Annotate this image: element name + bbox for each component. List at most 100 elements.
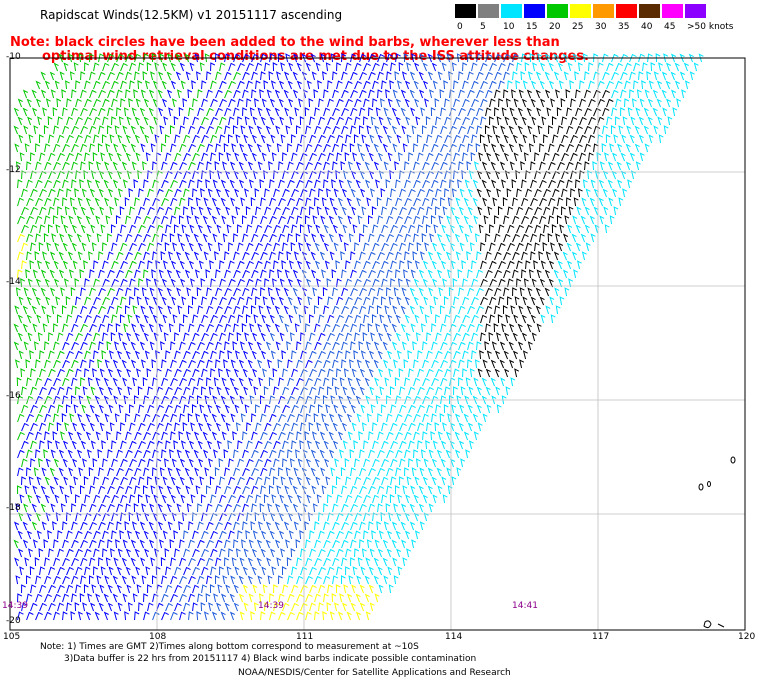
wind-barb bbox=[58, 467, 64, 477]
wind-barb bbox=[451, 62, 457, 72]
wind-barb bbox=[291, 152, 298, 162]
wind-barb bbox=[314, 539, 321, 549]
wind-barb bbox=[314, 575, 322, 585]
wind-barb bbox=[403, 53, 409, 63]
wind-barb bbox=[309, 314, 314, 324]
wind-barb bbox=[378, 116, 384, 126]
wind-barb bbox=[175, 269, 181, 279]
wind-barb bbox=[81, 188, 87, 198]
time-label-3: 14:41 bbox=[512, 601, 538, 611]
wind-barb bbox=[633, 62, 640, 72]
wind-barb bbox=[490, 359, 496, 369]
wind-barb bbox=[64, 206, 70, 216]
lon-label-105: 105 bbox=[3, 632, 21, 642]
wind-barb bbox=[21, 404, 29, 414]
wind-barb bbox=[439, 89, 445, 99]
wind-barb bbox=[194, 215, 200, 225]
wind-barb bbox=[74, 602, 80, 612]
wind-barb bbox=[323, 224, 329, 234]
wind-barb bbox=[445, 251, 451, 261]
wind-barb bbox=[287, 161, 294, 171]
wind-barb bbox=[494, 305, 501, 315]
wind-barb bbox=[21, 584, 26, 594]
wind-barb bbox=[355, 179, 361, 189]
wind-barb bbox=[404, 449, 411, 459]
wind-barb bbox=[44, 143, 51, 153]
wind-barb bbox=[647, 53, 653, 63]
wind-barb bbox=[400, 521, 406, 531]
wind-barb bbox=[197, 395, 202, 404]
wind-barb bbox=[39, 350, 45, 360]
wind-barb bbox=[79, 593, 85, 603]
wind-barb bbox=[431, 458, 437, 468]
wind-barb bbox=[201, 512, 208, 522]
wind-barb bbox=[511, 89, 516, 99]
wind-barb bbox=[642, 62, 648, 72]
wind-barb bbox=[545, 305, 551, 315]
wind-barb bbox=[406, 548, 412, 558]
wind-barb bbox=[128, 98, 133, 108]
wind-barb bbox=[179, 458, 185, 468]
wind-barb bbox=[253, 314, 259, 324]
wind-barb bbox=[305, 143, 313, 153]
wind-barb bbox=[35, 413, 43, 423]
wind-barb bbox=[78, 395, 84, 405]
wind-barb bbox=[221, 377, 227, 387]
wind-barb bbox=[505, 386, 511, 396]
wind-barb bbox=[555, 233, 561, 243]
wind-barb bbox=[53, 413, 59, 423]
wind-barb bbox=[215, 602, 222, 612]
wind-barb bbox=[243, 134, 249, 144]
wind-barb bbox=[377, 485, 385, 495]
wind-barb bbox=[297, 512, 303, 522]
wind-barb bbox=[197, 89, 203, 99]
wind-barb bbox=[345, 494, 353, 504]
wind-barb bbox=[566, 197, 571, 207]
wind-barb bbox=[229, 179, 235, 189]
legend-swatch bbox=[616, 4, 637, 18]
wind-barb bbox=[368, 89, 375, 99]
wind-barb bbox=[210, 548, 218, 558]
wind-barb bbox=[652, 89, 658, 99]
wind-barb bbox=[210, 314, 218, 324]
wind-barb bbox=[348, 575, 354, 585]
wind-barb bbox=[521, 179, 527, 189]
wind-barb bbox=[289, 458, 295, 468]
wind-barb bbox=[332, 557, 340, 567]
wind-barb bbox=[179, 323, 185, 333]
wind-barb bbox=[336, 296, 344, 306]
wind-barb bbox=[404, 314, 410, 324]
wind-barb bbox=[248, 539, 254, 549]
wind-barb bbox=[281, 260, 287, 270]
wind-barb bbox=[422, 197, 430, 207]
wind-barb bbox=[29, 350, 34, 360]
wind-barb bbox=[183, 386, 191, 396]
wind-barb bbox=[579, 98, 586, 108]
wind-barb bbox=[312, 215, 318, 225]
wind-barb bbox=[327, 494, 332, 504]
wind-barb bbox=[503, 269, 511, 279]
wind-barb bbox=[330, 53, 336, 63]
wind-barb bbox=[354, 314, 362, 324]
wind-barb bbox=[251, 350, 257, 360]
wind-barb bbox=[192, 566, 200, 576]
wind-barb bbox=[39, 188, 47, 198]
wind-barb bbox=[147, 584, 152, 594]
wind-barb bbox=[66, 314, 73, 324]
wind-barb bbox=[364, 179, 371, 189]
wind-barb bbox=[575, 143, 583, 153]
wind-barb bbox=[571, 233, 577, 243]
wind-barb bbox=[162, 314, 168, 324]
wind-barb bbox=[489, 116, 494, 126]
wind-barb bbox=[444, 188, 450, 198]
wind-barb bbox=[125, 566, 131, 576]
wind-barb bbox=[485, 71, 493, 81]
wind-barb bbox=[371, 206, 377, 216]
wind-barb bbox=[431, 161, 439, 171]
wind-barb bbox=[201, 98, 208, 108]
wind-barb bbox=[408, 188, 416, 198]
wind-barb bbox=[602, 71, 610, 81]
wind-barb bbox=[576, 260, 582, 270]
wind-barb bbox=[341, 71, 348, 81]
wind-barb bbox=[352, 152, 358, 162]
